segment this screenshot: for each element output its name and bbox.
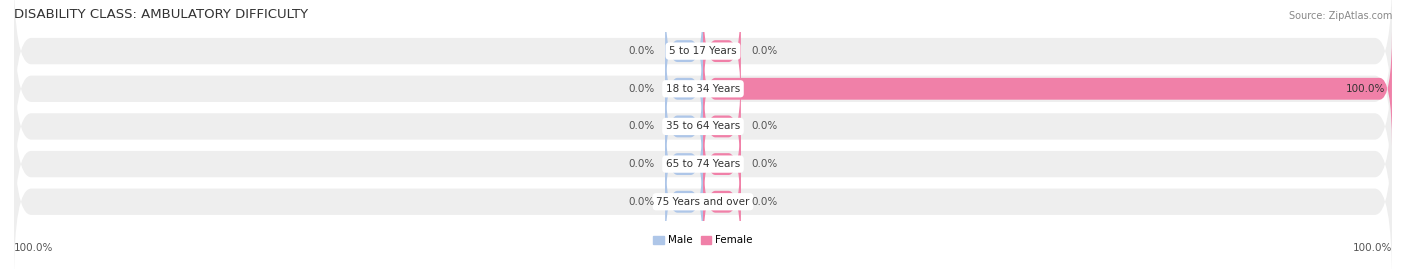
- Text: 100.0%: 100.0%: [1353, 243, 1392, 253]
- FancyBboxPatch shape: [665, 145, 703, 259]
- Legend: Male, Female: Male, Female: [654, 235, 752, 246]
- FancyBboxPatch shape: [14, 45, 1392, 207]
- FancyBboxPatch shape: [14, 0, 1392, 132]
- FancyBboxPatch shape: [665, 32, 703, 146]
- Text: 0.0%: 0.0%: [628, 121, 655, 132]
- FancyBboxPatch shape: [703, 145, 741, 259]
- Text: 75 Years and over: 75 Years and over: [657, 197, 749, 207]
- Text: 0.0%: 0.0%: [628, 197, 655, 207]
- Text: 0.0%: 0.0%: [628, 159, 655, 169]
- Text: Source: ZipAtlas.com: Source: ZipAtlas.com: [1288, 11, 1392, 21]
- Text: 0.0%: 0.0%: [751, 159, 778, 169]
- FancyBboxPatch shape: [703, 32, 1392, 146]
- FancyBboxPatch shape: [665, 107, 703, 221]
- FancyBboxPatch shape: [14, 8, 1392, 170]
- Text: DISABILITY CLASS: AMBULATORY DIFFICULTY: DISABILITY CLASS: AMBULATORY DIFFICULTY: [14, 8, 308, 21]
- FancyBboxPatch shape: [14, 83, 1392, 245]
- FancyBboxPatch shape: [703, 70, 741, 183]
- FancyBboxPatch shape: [665, 70, 703, 183]
- FancyBboxPatch shape: [703, 107, 741, 221]
- Text: 100.0%: 100.0%: [1346, 84, 1385, 94]
- Text: 0.0%: 0.0%: [751, 46, 778, 56]
- Text: 35 to 64 Years: 35 to 64 Years: [666, 121, 740, 132]
- Text: 0.0%: 0.0%: [628, 84, 655, 94]
- Text: 18 to 34 Years: 18 to 34 Years: [666, 84, 740, 94]
- FancyBboxPatch shape: [703, 0, 741, 108]
- Text: 100.0%: 100.0%: [14, 243, 53, 253]
- FancyBboxPatch shape: [665, 0, 703, 108]
- Text: 0.0%: 0.0%: [751, 197, 778, 207]
- Text: 5 to 17 Years: 5 to 17 Years: [669, 46, 737, 56]
- Text: 0.0%: 0.0%: [751, 121, 778, 132]
- Text: 65 to 74 Years: 65 to 74 Years: [666, 159, 740, 169]
- Text: 0.0%: 0.0%: [628, 46, 655, 56]
- FancyBboxPatch shape: [14, 121, 1392, 269]
